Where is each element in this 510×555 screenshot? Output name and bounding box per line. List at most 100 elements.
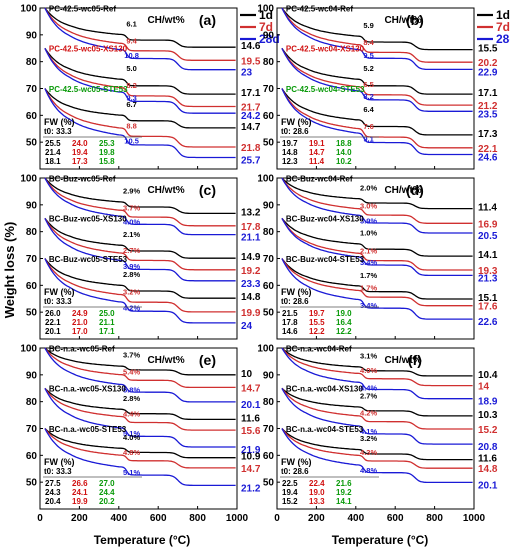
fw-value: 21.1 bbox=[99, 318, 115, 327]
curve-7d bbox=[44, 88, 236, 148]
sample-label: PC-42.5-wc05-XS130 bbox=[49, 45, 128, 54]
fw-t0: t0: 28.6 bbox=[281, 467, 309, 476]
panel-b: 5060708090100(b)1d7d28dCH/wt%15.55.920.2… bbox=[257, 4, 510, 170]
final-loss-label: 23.5 bbox=[478, 109, 498, 120]
curve-28d bbox=[281, 177, 473, 234]
final-loss-label: 20.8 bbox=[478, 442, 498, 453]
fw-t0: t0: 33.3 bbox=[44, 297, 72, 306]
ch-title: CH/wt% bbox=[147, 15, 184, 26]
ch-title: CH/wt% bbox=[384, 15, 421, 26]
y-tick-label: 80 bbox=[26, 227, 38, 238]
curve-1d bbox=[44, 347, 236, 376]
ch-value-label: 8.2 bbox=[126, 81, 136, 90]
ch-value-label: 8.2 bbox=[363, 92, 373, 101]
final-loss-label: 20.5 bbox=[478, 231, 498, 242]
fw-value: 19.8 bbox=[99, 148, 115, 157]
x-tick-label: 1000 bbox=[226, 513, 249, 524]
sample-label: BC-Buz-wc04-XS130 bbox=[286, 215, 364, 224]
ch-value-label: 2.7% bbox=[123, 246, 140, 255]
fw-value: 17.1 bbox=[99, 327, 115, 336]
final-loss-label: 15.1 bbox=[478, 293, 498, 304]
panel-tag: (d) bbox=[406, 182, 424, 198]
y-tick-label: 50 bbox=[26, 308, 38, 319]
curve-1d bbox=[44, 387, 236, 421]
y-tick-label: 70 bbox=[263, 424, 275, 435]
ch-value-label: 2.9% bbox=[123, 187, 140, 196]
panel-tag: (c) bbox=[199, 182, 216, 198]
ch-value-label: 3.0% bbox=[360, 202, 377, 211]
final-loss-label: 17.6 bbox=[478, 302, 498, 313]
ch-value-label: 2.8% bbox=[123, 270, 140, 279]
ch-value-label: 6.4 bbox=[363, 105, 374, 114]
fw-value: 24.3 bbox=[45, 488, 61, 497]
y-tick-label: 80 bbox=[26, 57, 38, 68]
final-loss-label: 23.3 bbox=[241, 279, 261, 290]
y-tick-label: 100 bbox=[257, 344, 274, 355]
legend-label-1d: 1d bbox=[496, 8, 510, 22]
final-loss-label: 21.2 bbox=[478, 101, 498, 112]
final-loss-label: 23 bbox=[241, 68, 253, 79]
curve-7d bbox=[281, 387, 473, 430]
y-tick-label: 100 bbox=[20, 344, 37, 355]
curve-1d bbox=[281, 7, 473, 51]
fw-t0: t0: 33.3 bbox=[44, 467, 72, 476]
final-loss-label: 16.9 bbox=[478, 219, 498, 230]
curve-1d bbox=[281, 258, 473, 300]
final-loss-label: 14.8 bbox=[241, 292, 261, 303]
y-tick-label: 100 bbox=[20, 174, 37, 185]
final-loss-label: 14.7 bbox=[241, 383, 261, 394]
panel-d: 50 60 70 80 90 100 (d)CH/wt% 11.4 2.0% 16.9 3.0% 20… bbox=[257, 174, 498, 340]
curve-1d bbox=[44, 428, 236, 459]
curve-7d bbox=[44, 177, 236, 227]
curve-28d bbox=[44, 258, 236, 324]
sample-label: BC-Buz-wc05-STE53 bbox=[49, 255, 128, 264]
y-tick-label: 50 bbox=[263, 308, 275, 319]
y-tick-label: 60 bbox=[26, 111, 38, 122]
panel-tag: (e) bbox=[199, 352, 216, 368]
final-loss-label: 17.8 bbox=[241, 222, 261, 233]
fw-title: FW (%) bbox=[44, 117, 75, 127]
curve-1d bbox=[44, 47, 236, 95]
ch-value-label: 5.0 bbox=[126, 64, 136, 73]
ch-value-label: 3.7% bbox=[123, 203, 140, 212]
ch-value-label: 4.8% bbox=[360, 466, 377, 475]
final-loss-label: 11.4 bbox=[478, 203, 497, 214]
ch-value-label: 6.1 bbox=[126, 19, 136, 28]
x-tick-label: 200 bbox=[308, 513, 325, 524]
ch-title: CH/wt% bbox=[384, 355, 421, 366]
ch-value-label: 6.7 bbox=[126, 100, 136, 109]
legend-label-28d: 28d bbox=[496, 32, 510, 46]
sample-label: PC-42.5-wc04-Ref bbox=[286, 4, 353, 13]
curve-28d bbox=[44, 218, 236, 282]
ch-value-label: 5.8% bbox=[123, 386, 140, 395]
fw-value: 14.7 bbox=[309, 148, 325, 157]
fw-value: 15.5 bbox=[309, 318, 325, 327]
final-loss-label: 14.1 bbox=[478, 250, 498, 261]
curve-28d bbox=[44, 428, 236, 487]
final-loss-label: 17.1 bbox=[478, 88, 498, 99]
sample-label: BC-Buz-wc04-Ref bbox=[286, 174, 353, 183]
fw-value: 19.4 bbox=[282, 488, 298, 497]
final-loss-label: 14.9 bbox=[241, 252, 261, 263]
y-tick-label: 80 bbox=[26, 397, 38, 408]
sample-label: BC-n.a.-wc04-STE53 bbox=[286, 425, 364, 434]
panel-tag: (b) bbox=[406, 12, 424, 28]
final-loss-label: 19.3 bbox=[478, 266, 498, 277]
x-tick-label: 0 bbox=[274, 513, 280, 524]
ch-value-label: 6.5 bbox=[363, 80, 373, 89]
panel-tag: (f) bbox=[408, 352, 422, 368]
ch-value-label: 5.1% bbox=[123, 429, 140, 438]
curve-28d bbox=[281, 428, 473, 484]
fw-value: 19.2 bbox=[336, 488, 352, 497]
ch-title: CH/wt% bbox=[147, 355, 184, 366]
curve-7d bbox=[44, 387, 236, 431]
final-loss-label: 19.9 bbox=[241, 308, 261, 319]
curve-1d bbox=[281, 387, 473, 417]
fw-t0: t0: 28.6 bbox=[281, 297, 309, 306]
ch-value-label: 4.0% bbox=[123, 433, 140, 442]
curve-7d bbox=[44, 217, 236, 271]
ch-value-label: 3.4% bbox=[360, 258, 377, 267]
